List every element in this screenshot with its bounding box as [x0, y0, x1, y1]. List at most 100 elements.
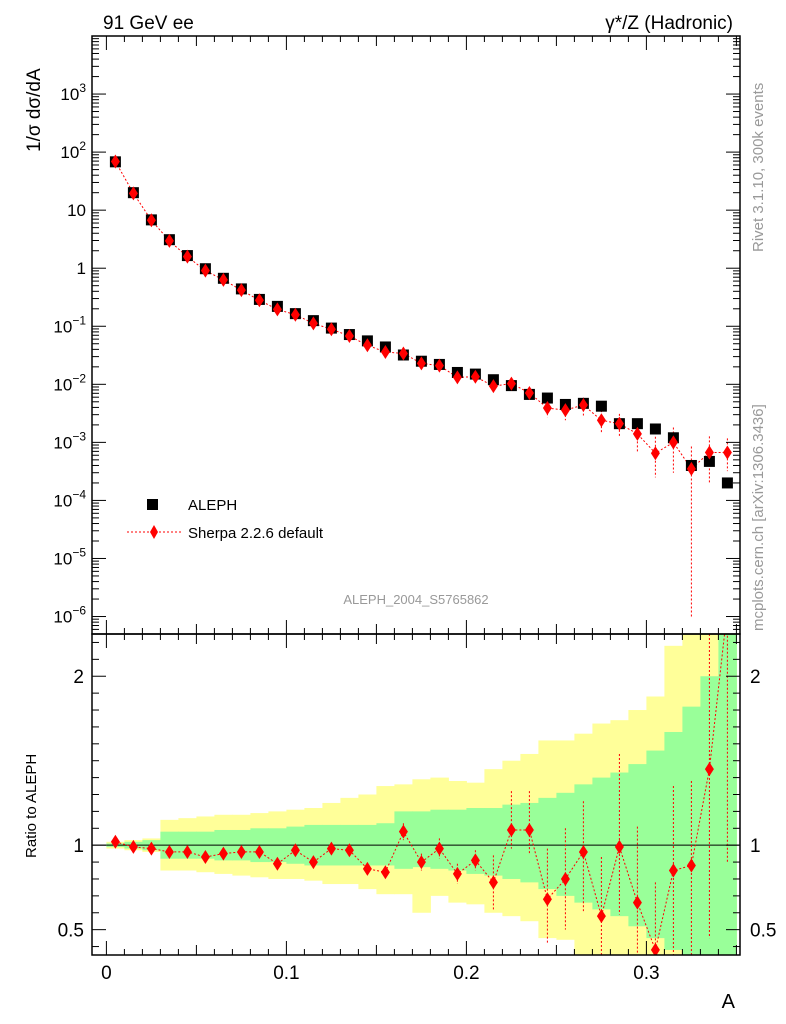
- sherpa-point: [632, 426, 642, 441]
- sherpa-point: [524, 385, 534, 400]
- ratio-point: [614, 839, 624, 854]
- y-tick-label: 10: [67, 201, 86, 220]
- band-inner-bin: [412, 811, 431, 868]
- band-inner-bin: [466, 808, 485, 874]
- y-tick-label: 10−5: [53, 545, 86, 568]
- sherpa-point: [218, 272, 228, 287]
- ratio-point: [110, 834, 120, 849]
- sherpa-point: [254, 293, 264, 308]
- ratio-point: [416, 855, 426, 870]
- band-inner-bin: [448, 809, 467, 871]
- band-inner-bin: [376, 823, 395, 866]
- sherpa-point: [326, 322, 336, 337]
- aleph-point: [541, 392, 553, 404]
- sherpa-point: [236, 283, 246, 298]
- sherpa-point: [416, 356, 426, 371]
- sherpa-point: [128, 186, 138, 201]
- legend: ALEPH Sherpa 2.2.6 default: [127, 497, 324, 542]
- sherpa-point: [290, 307, 300, 322]
- y-tick-label: 10−2: [53, 371, 86, 394]
- sherpa-point: [146, 213, 156, 228]
- analysis-id-label: ALEPH_2004_S5765862: [343, 592, 488, 607]
- sherpa-point: [668, 435, 678, 450]
- band-inner-bin: [520, 802, 539, 883]
- sherpa-point: [380, 345, 390, 360]
- main-y-axis-label: 1/σ dσ/dA: [24, 68, 45, 152]
- sherpa-point: [344, 328, 354, 343]
- sherpa-point: [164, 233, 174, 248]
- mcplots-label: mcplots.cern.ch [arXiv:1306.3436]: [750, 404, 767, 631]
- x-tick-label: 0: [101, 963, 112, 984]
- y-tick-label: 10−4: [53, 487, 86, 510]
- sherpa-point: [704, 445, 714, 460]
- x-tick-label: 0.3: [633, 963, 659, 984]
- y-tick-label: 10−1: [53, 313, 86, 336]
- ratio-point: [668, 863, 678, 878]
- aleph-point: [631, 418, 643, 430]
- aleph-point: [649, 423, 661, 435]
- ratio-point: [344, 843, 354, 858]
- ratio-y-axis-label: Ratio to ALEPH: [23, 754, 40, 858]
- sherpa-point: [506, 376, 516, 391]
- sherpa-point: [452, 370, 462, 385]
- plot-title-right: γ*/Z (Hadronic): [605, 13, 733, 34]
- legend-label-aleph: ALEPH: [188, 497, 237, 514]
- sherpa-point: [722, 445, 732, 460]
- ratio-point: [488, 875, 498, 890]
- sherpa-point: [488, 379, 498, 394]
- ratio-plot-marks: [110, 634, 728, 955]
- ratio-point: [578, 844, 588, 859]
- aleph-point: [721, 477, 733, 489]
- ratio-point: [362, 861, 372, 876]
- ratio-y-tick-label-right: 2: [750, 667, 761, 688]
- legend-label-sherpa: Sherpa 2.2.6 default: [188, 525, 324, 542]
- aleph-point: [595, 400, 607, 412]
- ratio-point: [704, 762, 714, 777]
- aleph-point: [703, 455, 715, 467]
- ratio-point: [308, 855, 318, 870]
- sherpa-point: [200, 263, 210, 278]
- legend-marker-aleph: [147, 499, 158, 510]
- ratio-point: [506, 822, 516, 837]
- ratio-plot-frame: [91, 633, 741, 956]
- ratio-y-tick-label: 2: [73, 667, 84, 688]
- x-tick-label: 0.2: [453, 963, 479, 984]
- sherpa-point: [434, 358, 444, 373]
- ratio-point: [236, 844, 246, 859]
- sherpa-point: [650, 446, 660, 461]
- sherpa-point: [470, 369, 480, 384]
- ratio-y-tick-label-right: 0.5: [750, 921, 776, 942]
- ratio-point: [470, 853, 480, 868]
- band-inner-bin: [646, 750, 665, 939]
- ratio-point: [326, 841, 336, 856]
- ratio-y-tick-label: 1: [73, 836, 84, 857]
- ratio-point: [254, 844, 264, 859]
- ratio-point: [146, 841, 156, 856]
- sherpa-point: [596, 413, 606, 428]
- ratio-y-tick-label-right: 1: [750, 836, 761, 857]
- ratio-point: [596, 909, 606, 924]
- ratio-point: [290, 843, 300, 858]
- y-tick-label: 103: [60, 81, 86, 104]
- sherpa-point: [272, 302, 282, 317]
- plot-title-left: 91 GeV ee: [103, 13, 194, 34]
- band-inner-bin: [502, 804, 521, 879]
- main-plot-frame: [91, 35, 741, 635]
- ratio-y-tick-label: 0.5: [58, 921, 84, 942]
- band-inner-bin: [718, 634, 737, 955]
- axis-ticks: [92, 36, 740, 955]
- sherpa-point: [614, 416, 624, 431]
- rivet-version-label: Rivet 3.1.10, 300k events: [750, 83, 767, 252]
- legend-marker-sherpa: [150, 525, 158, 539]
- sherpa-point: [182, 249, 192, 264]
- ratio-point: [380, 865, 390, 880]
- sherpa-point: [110, 154, 120, 169]
- ratio-point: [524, 822, 534, 837]
- ratio-point: [686, 858, 696, 873]
- sherpa-point: [308, 316, 318, 331]
- sherpa-point: [560, 403, 570, 418]
- band-inner-bin: [484, 808, 503, 876]
- x-axis-label: A: [722, 991, 736, 1013]
- y-tick-label: 102: [60, 139, 86, 162]
